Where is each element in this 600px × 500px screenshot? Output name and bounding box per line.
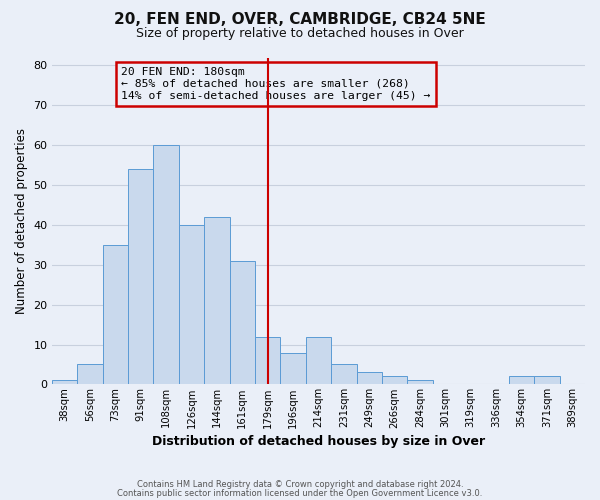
Text: Contains public sector information licensed under the Open Government Licence v3: Contains public sector information licen… xyxy=(118,488,482,498)
Bar xyxy=(154,145,179,384)
Bar xyxy=(103,245,128,384)
Bar xyxy=(306,336,331,384)
X-axis label: Distribution of detached houses by size in Over: Distribution of detached houses by size … xyxy=(152,434,485,448)
Bar xyxy=(52,380,77,384)
Text: 20 FEN END: 180sqm
← 85% of detached houses are smaller (268)
14% of semi-detach: 20 FEN END: 180sqm ← 85% of detached hou… xyxy=(121,68,431,100)
Bar xyxy=(509,376,534,384)
Bar xyxy=(331,364,356,384)
Bar xyxy=(407,380,433,384)
Text: 20, FEN END, OVER, CAMBRIDGE, CB24 5NE: 20, FEN END, OVER, CAMBRIDGE, CB24 5NE xyxy=(114,12,486,28)
Bar xyxy=(382,376,407,384)
Text: Contains HM Land Registry data © Crown copyright and database right 2024.: Contains HM Land Registry data © Crown c… xyxy=(137,480,463,489)
Bar xyxy=(77,364,103,384)
Bar xyxy=(179,225,204,384)
Bar xyxy=(534,376,560,384)
Bar xyxy=(255,336,280,384)
Bar xyxy=(280,352,306,384)
Text: Size of property relative to detached houses in Over: Size of property relative to detached ho… xyxy=(136,28,464,40)
Bar xyxy=(230,261,255,384)
Bar xyxy=(204,217,230,384)
Bar xyxy=(356,372,382,384)
Y-axis label: Number of detached properties: Number of detached properties xyxy=(15,128,28,314)
Bar xyxy=(128,169,154,384)
